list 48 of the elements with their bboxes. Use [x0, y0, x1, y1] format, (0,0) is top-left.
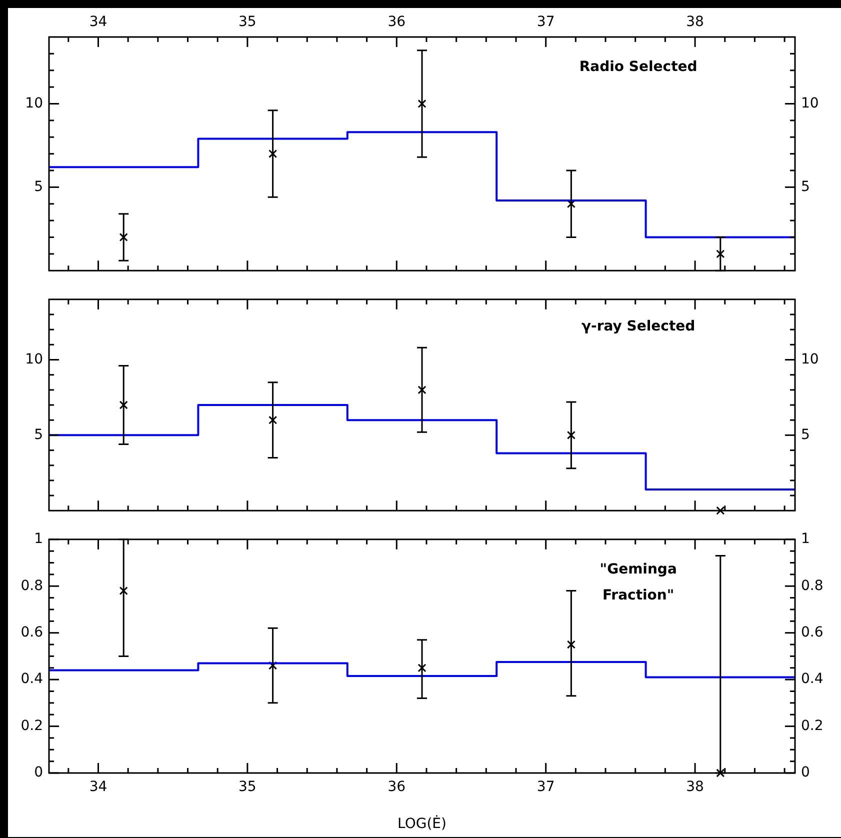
x2-tick-label: 34: [89, 14, 108, 30]
y-tick-label: 0.4: [20, 671, 44, 688]
x-tick-label: 34: [89, 779, 108, 796]
point: [119, 586, 128, 596]
point: [268, 661, 278, 670]
point: [119, 232, 128, 242]
annotation: γ-ray Selected: [582, 318, 696, 334]
x-tick-label: 36: [388, 779, 406, 796]
y2-tick-label: 0: [801, 764, 810, 781]
y2-tick-label: 0.2: [801, 718, 824, 734]
annotation: Radio Selected: [579, 59, 698, 76]
point: [418, 99, 426, 108]
y2-tick-label: 0.8: [801, 578, 824, 594]
point: [716, 250, 725, 258]
point: [716, 768, 725, 778]
y2-tick-label: 5: [801, 426, 810, 443]
point: [119, 400, 128, 410]
x-tick-label: 35: [238, 779, 256, 796]
y-tick-label: 10: [25, 351, 43, 368]
point: [566, 430, 576, 440]
x2-tick-label: 36: [388, 14, 406, 30]
point: [716, 506, 725, 515]
y2-tick-label: 10: [801, 95, 819, 112]
x2-tick-label: 38: [686, 14, 704, 30]
y-tick-label: 1: [34, 531, 43, 548]
y2-tick-label: 0.6: [801, 624, 824, 640]
x-tick-label: 38: [686, 779, 704, 796]
y2-tick-label: 10: [801, 351, 819, 368]
y2-tick-label: 5: [801, 178, 810, 195]
point: [566, 640, 576, 649]
point: [268, 416, 278, 424]
y-tick-label: 5: [34, 426, 43, 443]
point: [418, 664, 426, 672]
y2-tick-label: 1: [801, 531, 810, 548]
x2-tick-label: 35: [238, 14, 256, 30]
annotation: "Geminga Fraction": [600, 561, 677, 604]
y-tick-label: 0: [34, 764, 43, 781]
point: [418, 386, 426, 394]
y2-tick-label: 0.4: [801, 671, 824, 688]
x-axis-title: LOG(Ė): [398, 815, 446, 832]
x2-tick-label: 37: [536, 14, 555, 30]
y-tick-label: 0.8: [20, 578, 43, 594]
x-tick-label: 37: [536, 779, 555, 796]
y-tick-label: 0.2: [20, 718, 43, 734]
y-tick-label: 5: [34, 178, 43, 195]
y-tick-label: 0.6: [20, 624, 44, 640]
y-tick-label: 10: [25, 95, 43, 112]
point: [268, 150, 278, 158]
